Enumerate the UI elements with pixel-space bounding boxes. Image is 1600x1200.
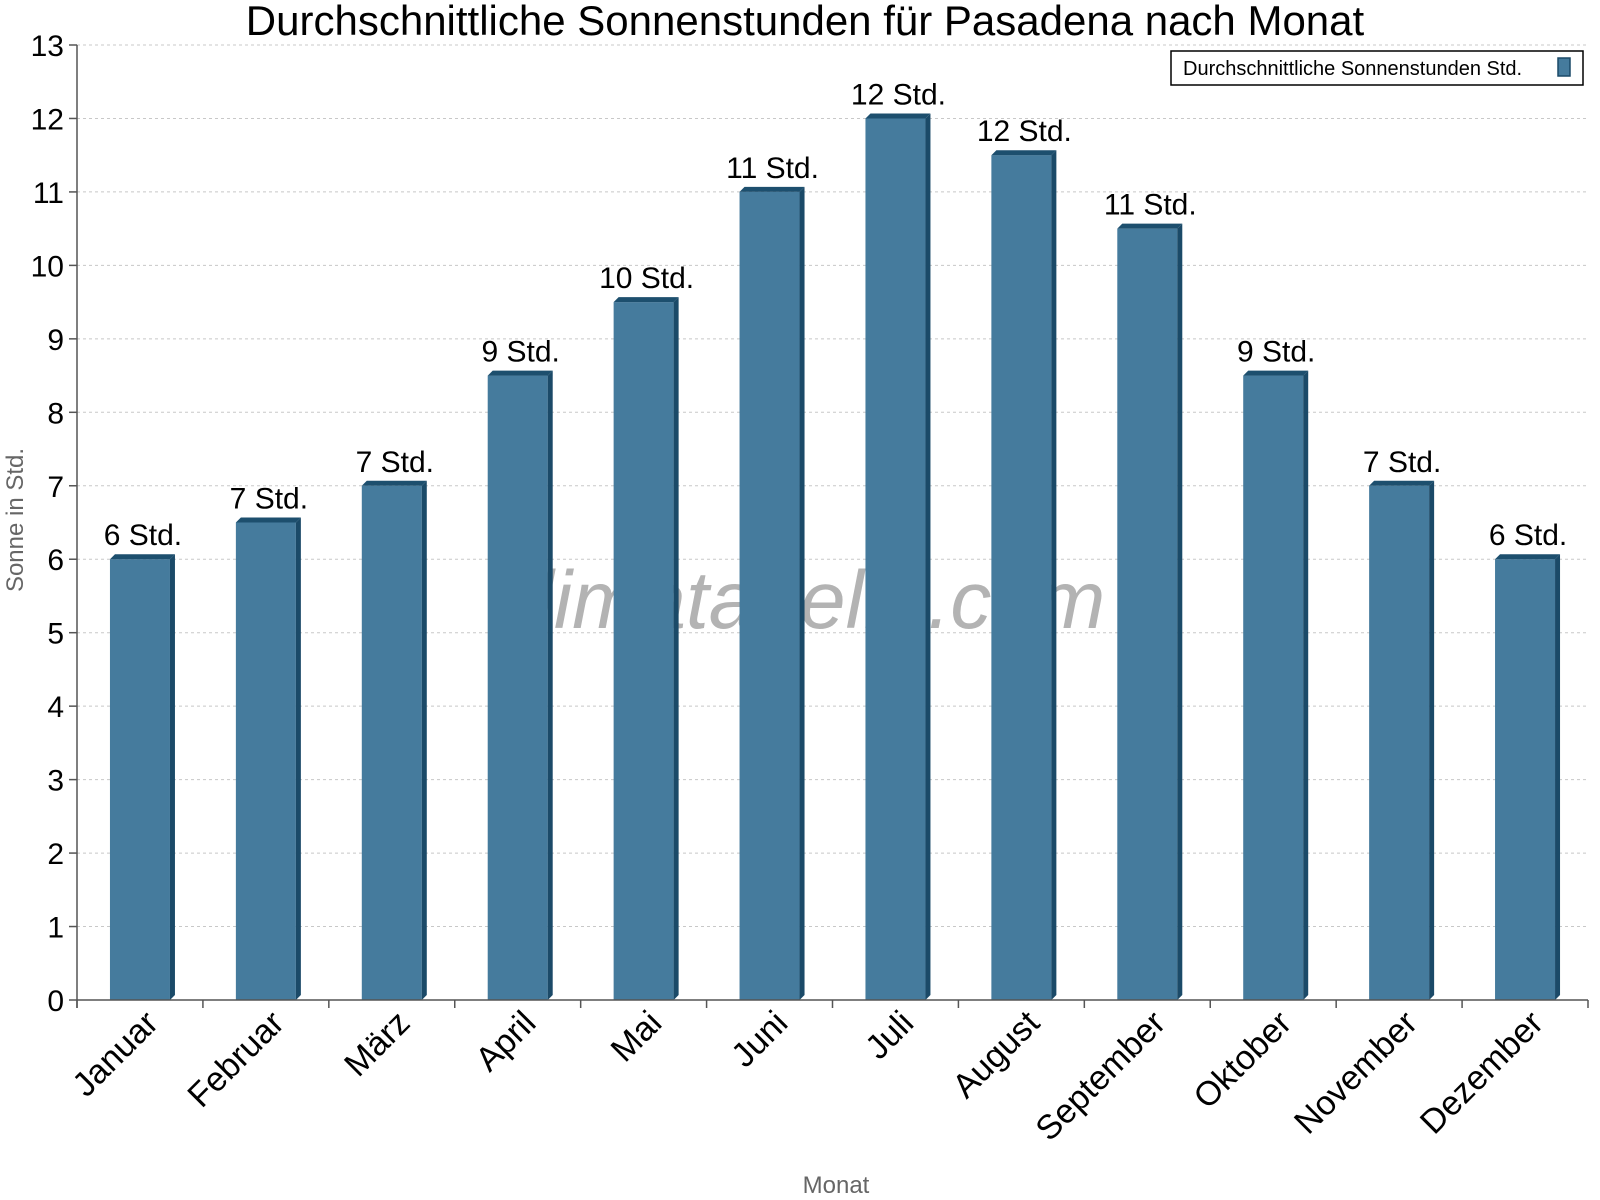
bar <box>991 155 1052 1000</box>
bar-top <box>739 186 805 192</box>
bar <box>865 118 926 1000</box>
bar-top <box>613 297 679 303</box>
y-tick-label: 13 <box>31 30 64 63</box>
bar <box>235 522 296 1000</box>
data-label: 12 Std. <box>977 115 1072 148</box>
bar-side <box>1051 150 1057 1000</box>
data-label: 10 Std. <box>599 262 694 295</box>
data-label: 9 Std. <box>1237 336 1315 369</box>
bar-top <box>109 554 175 560</box>
y-tick-label: 2 <box>47 838 64 871</box>
bar-side <box>1303 370 1309 1001</box>
bar <box>739 191 800 1000</box>
data-label: 6 Std. <box>104 519 182 552</box>
bar-side <box>799 186 805 1000</box>
bar-side <box>547 370 553 1001</box>
y-tick-label: 0 <box>47 985 64 1018</box>
x-tick-label: Mai <box>604 1004 670 1070</box>
y-tick-label: 1 <box>47 912 64 945</box>
y-tick-label: 9 <box>47 324 64 357</box>
bar <box>1369 485 1430 1000</box>
bar-top <box>361 480 427 486</box>
x-tick-label: August <box>945 1003 1047 1105</box>
x-axis-title: Monat <box>803 1172 870 1199</box>
bar <box>1117 228 1178 1001</box>
bar-side <box>421 480 427 1000</box>
bar-side <box>1177 223 1183 1001</box>
x-tick-label: November <box>1287 1004 1425 1142</box>
data-label: 9 Std. <box>482 336 560 369</box>
data-label: 11 Std. <box>1104 189 1197 222</box>
y-axis-title: Sonne in Std. <box>2 448 29 592</box>
bar-top <box>1243 370 1309 376</box>
y-tick-label: 11 <box>33 177 64 210</box>
bar-top <box>1495 554 1561 560</box>
bar <box>109 559 170 1000</box>
bar-side <box>169 554 175 1000</box>
y-tick-label: 12 <box>31 103 64 136</box>
data-label: 6 Std. <box>1489 519 1567 552</box>
y-tick-label: 10 <box>31 250 64 283</box>
bar-top <box>487 370 553 376</box>
axes <box>69 44 1589 1008</box>
x-tick-label: Dezember <box>1413 1004 1551 1142</box>
y-tick-label: 6 <box>47 544 64 577</box>
bar <box>613 302 674 1001</box>
x-tick-label: März <box>337 1004 417 1084</box>
x-tick-label: Oktober <box>1186 1004 1298 1116</box>
y-tick-label: 8 <box>47 397 64 430</box>
x-tick-label: Juli <box>858 1004 921 1067</box>
bar-top <box>1117 223 1183 229</box>
bar-top <box>865 113 931 119</box>
bar-side <box>1555 554 1561 1000</box>
bar-top <box>1369 480 1435 486</box>
bar-top <box>991 150 1057 156</box>
bars <box>109 113 1561 1001</box>
data-label: 7 Std. <box>356 446 434 479</box>
data-label: 11 Std. <box>726 152 819 185</box>
y-tick-label: 4 <box>47 691 64 724</box>
legend-box <box>1170 50 1584 86</box>
x-tick-label: Februar <box>180 1004 291 1115</box>
y-tick-label: 7 <box>47 471 64 504</box>
legend: Durchschnittliche Sonnenstunden Std. <box>1170 50 1584 86</box>
bar-side <box>295 517 301 1000</box>
y-tick-label: 5 <box>47 618 64 651</box>
data-label: 12 Std. <box>851 78 946 111</box>
x-tick-label: April <box>468 1004 543 1079</box>
y-tick-label: 3 <box>47 765 64 798</box>
data-label: 7 Std. <box>1363 446 1441 479</box>
bar <box>1243 375 1304 1001</box>
legend-series-label: Durchschnittliche Sonnenstunden Std. <box>1183 58 1522 80</box>
bar-side <box>1429 480 1435 1000</box>
x-tick-label: September <box>1028 1004 1172 1148</box>
chart-title: Durchschnittliche Sonnenstunden für Pasa… <box>246 0 1365 44</box>
bar-side <box>925 113 931 1000</box>
bar <box>487 375 548 1001</box>
bar <box>1495 559 1556 1000</box>
legend-swatch <box>1557 57 1571 77</box>
x-tick-label: Juni <box>724 1004 795 1075</box>
bar-top <box>235 517 301 523</box>
bar-side <box>673 297 679 1001</box>
bar <box>361 485 422 1000</box>
data-label: 7 Std. <box>230 483 308 516</box>
x-tick-label: Januar <box>65 1004 165 1104</box>
